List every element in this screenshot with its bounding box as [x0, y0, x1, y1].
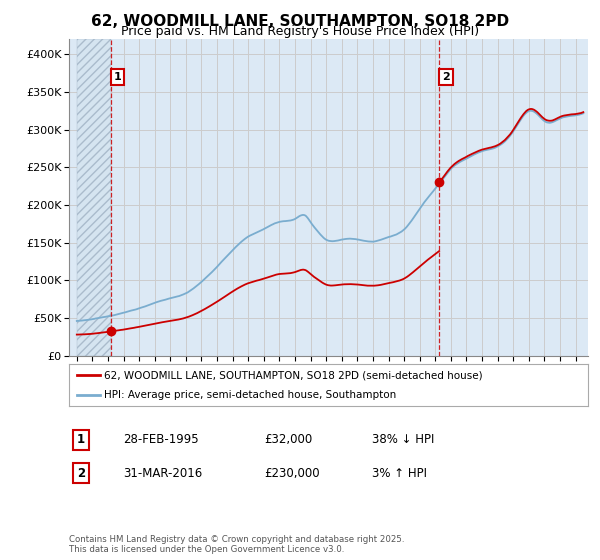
- Text: 2: 2: [77, 466, 85, 480]
- Text: 38% ↓ HPI: 38% ↓ HPI: [372, 433, 434, 446]
- Text: 2: 2: [442, 72, 450, 82]
- Text: 3% ↑ HPI: 3% ↑ HPI: [372, 466, 427, 480]
- Text: 28-FEB-1995: 28-FEB-1995: [123, 433, 199, 446]
- Text: Price paid vs. HM Land Registry's House Price Index (HPI): Price paid vs. HM Land Registry's House …: [121, 25, 479, 38]
- Text: 1: 1: [77, 433, 85, 446]
- Text: £32,000: £32,000: [264, 433, 312, 446]
- Text: 62, WOODMILL LANE, SOUTHAMPTON, SO18 2PD: 62, WOODMILL LANE, SOUTHAMPTON, SO18 2PD: [91, 14, 509, 29]
- Text: 1: 1: [114, 72, 121, 82]
- Text: 31-MAR-2016: 31-MAR-2016: [123, 466, 202, 480]
- Text: Contains HM Land Registry data © Crown copyright and database right 2025.
This d: Contains HM Land Registry data © Crown c…: [69, 535, 404, 554]
- Text: £230,000: £230,000: [264, 466, 320, 480]
- Text: 62, WOODMILL LANE, SOUTHAMPTON, SO18 2PD (semi-detached house): 62, WOODMILL LANE, SOUTHAMPTON, SO18 2PD…: [104, 370, 483, 380]
- Text: HPI: Average price, semi-detached house, Southampton: HPI: Average price, semi-detached house,…: [104, 390, 397, 400]
- Bar: [77, 39, 110, 356]
